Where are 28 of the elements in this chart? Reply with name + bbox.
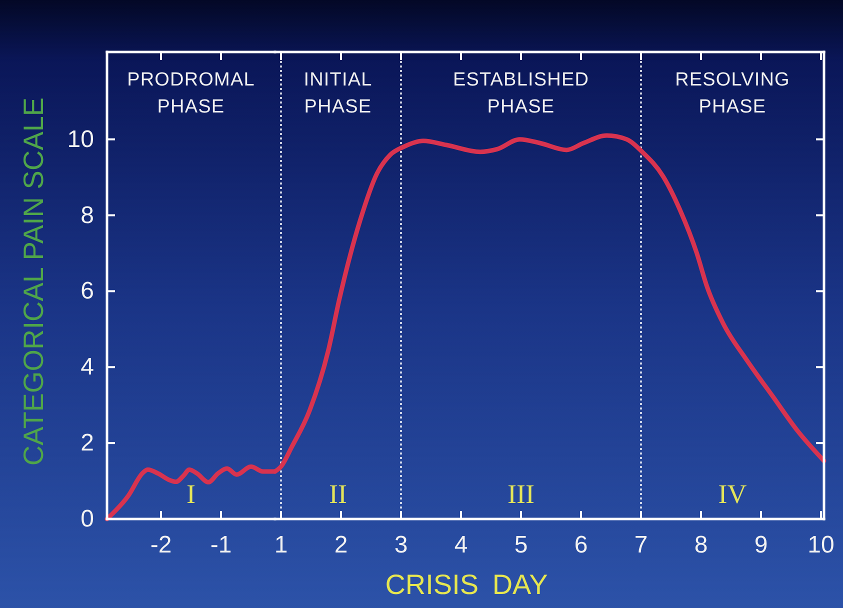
y-tick-label: 2: [80, 430, 94, 457]
x-tick-label: 7: [634, 532, 648, 558]
x-tick-label: -2: [150, 532, 172, 558]
x-tick-label: 9: [754, 532, 768, 558]
y-tick-label: 0: [80, 506, 94, 532]
y-tick-label: 4: [80, 354, 94, 381]
x-axis-title: CRISIS DAY: [385, 568, 548, 600]
annotation: RESOLVING PHASE: [675, 69, 790, 117]
x-tick-label: 2: [334, 532, 348, 558]
annotation: III: [508, 479, 534, 509]
y-tick-label: 10: [67, 126, 94, 153]
y-axis-title: CATEGORICAL PAIN SCALE: [18, 97, 48, 466]
x-tick-label: 5: [514, 532, 528, 558]
y-tick-label: 6: [80, 278, 94, 305]
annotation: PRODROMAL PHASE: [127, 69, 255, 117]
annotation: I: [186, 479, 196, 509]
x-tick-label: 10: [808, 532, 834, 558]
x-tick-label: 4: [454, 532, 468, 558]
annotation: INITIAL PHASE: [304, 69, 372, 117]
x-tick-label: 8: [694, 532, 708, 558]
annotation: II: [329, 479, 347, 509]
annotation: IV: [718, 479, 748, 509]
x-tick-label: -1: [210, 532, 232, 558]
x-tick-label: 6: [574, 532, 588, 558]
annotation: ESTABLISHED PHASE: [452, 69, 590, 117]
x-tick-label: 1: [274, 532, 288, 558]
y-tick-label: 8: [80, 202, 94, 229]
x-tick-label: 3: [394, 532, 408, 558]
